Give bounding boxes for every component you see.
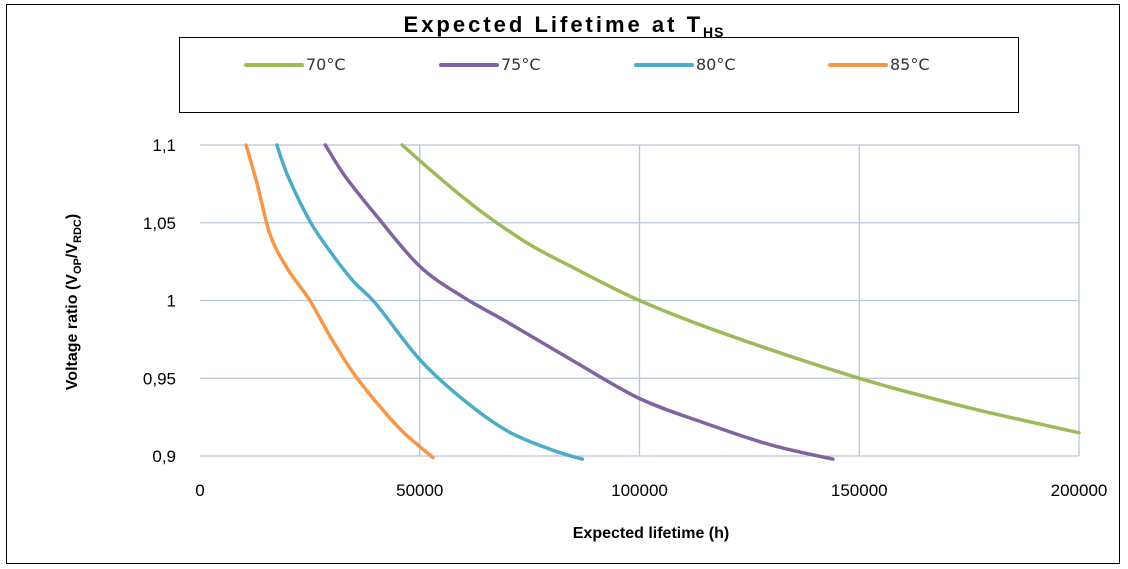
legend-label-75: 75°C (501, 55, 541, 74)
x-tick-label: 150000 (831, 481, 888, 500)
y-axis-label: Voltage ratio (VOP/VRDC) (64, 214, 84, 390)
legend-swatch-85 (828, 62, 888, 67)
x-axis-label: Expected lifetime (h) (573, 525, 729, 542)
y-axis-label-sub1: OP (72, 258, 84, 274)
legend-swatch-75 (439, 62, 499, 67)
y-tick-label: 1,1 (152, 136, 176, 155)
y-axis-label-part1: Voltage ratio (V (64, 274, 81, 390)
y-tick-labels: 0,9 0,95 1 1,05 1,1 (143, 136, 176, 466)
legend-item-70: 70°C (244, 55, 346, 74)
chart-title-text: Expected Lifetime at T (403, 12, 704, 37)
x-tick-label: 50000 (396, 481, 443, 500)
y-tick-label: 1,05 (143, 214, 176, 233)
x-tick-label: 100000 (611, 481, 668, 500)
series-lines (244, 143, 1081, 461)
legend-item-75: 75°C (439, 55, 541, 74)
x-tick-label: 200000 (1051, 481, 1108, 500)
y-tick-label: 1 (167, 292, 176, 311)
chart-legend: 70°C 75°C 80°C 85°C (179, 37, 1019, 113)
x-tick-labels: 0 50000 100000 150000 200000 (195, 481, 1107, 500)
x-tick-label: 0 (195, 481, 204, 500)
series-line-0 (400, 143, 1081, 435)
y-axis-label-part3: ) (64, 214, 81, 219)
legend-swatch-70 (244, 62, 304, 67)
legend-label-80: 80°C (696, 55, 736, 74)
grid-lines (200, 144, 1080, 457)
legend-label-85: 85°C (890, 55, 930, 74)
chart-title: Expected Lifetime at THS (0, 12, 1128, 40)
series-line-2 (275, 143, 585, 461)
series-line-1 (323, 143, 835, 461)
chart-title-subscript: HS (703, 24, 725, 40)
y-tick-label: 0,95 (143, 369, 176, 388)
series-line-3 (244, 143, 435, 460)
legend-swatch-80 (634, 62, 694, 67)
legend-item-85: 85°C (828, 55, 930, 74)
legend-label-70: 70°C (306, 55, 346, 74)
y-axis-label-sub2: RDC (72, 219, 84, 243)
legend-item-80: 80°C (634, 55, 736, 74)
y-tick-label: 0,9 (152, 447, 176, 466)
y-axis-label-part2: /V (64, 243, 81, 258)
